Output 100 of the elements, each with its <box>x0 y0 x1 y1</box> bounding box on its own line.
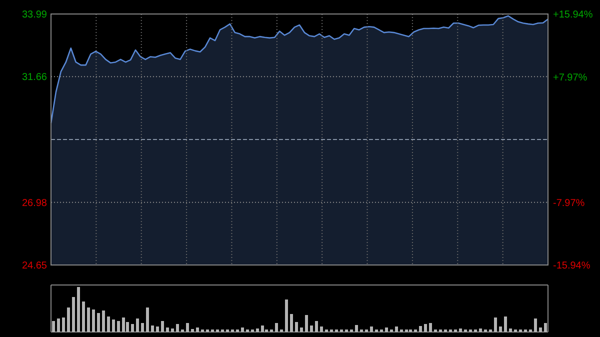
bar <box>251 329 254 332</box>
bar <box>434 329 437 332</box>
bar <box>539 328 542 332</box>
bar <box>161 320 164 332</box>
bar <box>444 329 447 332</box>
bar <box>370 326 373 332</box>
bar <box>494 318 497 332</box>
bar <box>439 329 442 332</box>
bar <box>122 318 125 332</box>
bar <box>57 318 60 332</box>
bar <box>390 329 393 332</box>
y-tick-label: 24.65 <box>22 260 48 272</box>
y-tick-label: 31.66 <box>22 72 48 84</box>
bar <box>131 324 134 332</box>
bar <box>509 328 512 332</box>
bar <box>275 323 278 332</box>
bar <box>325 329 328 332</box>
bar <box>305 314 308 332</box>
bar <box>52 320 55 332</box>
bar <box>146 307 149 332</box>
bar <box>350 329 353 332</box>
bar <box>365 329 368 332</box>
bar <box>499 326 502 332</box>
bar <box>112 319 115 332</box>
bar <box>270 329 273 332</box>
bar <box>360 329 363 332</box>
bar <box>236 329 239 332</box>
bar <box>141 323 144 332</box>
bar <box>295 322 298 332</box>
bar <box>380 329 383 332</box>
bar <box>449 329 452 332</box>
bar <box>400 329 403 332</box>
bar <box>67 307 70 332</box>
bar <box>216 329 219 332</box>
bar <box>504 316 507 332</box>
bar <box>261 325 264 332</box>
bar <box>519 329 522 332</box>
bar <box>484 329 487 332</box>
bar <box>231 329 234 332</box>
bar <box>92 310 95 332</box>
bar <box>221 329 224 332</box>
y2-tick-label: -7.97% <box>553 198 585 209</box>
y-tick-label: 26.98 <box>22 198 48 209</box>
y-tick-label: 33.99 <box>22 10 48 20</box>
bar <box>285 300 288 332</box>
bar <box>226 329 229 332</box>
bar <box>176 324 179 332</box>
bar <box>469 329 472 332</box>
y2-tick-label: +7.97% <box>553 72 588 84</box>
bar <box>211 329 214 332</box>
bar <box>355 324 358 332</box>
bar <box>335 329 338 332</box>
bar <box>72 296 75 332</box>
bar <box>151 325 154 332</box>
bar <box>405 329 408 332</box>
bar <box>479 328 482 332</box>
bar <box>320 326 323 332</box>
bar <box>191 328 194 332</box>
y2-tick-label: -15.94% <box>553 260 590 272</box>
bar <box>87 307 90 332</box>
bar <box>385 328 388 332</box>
bar <box>246 329 249 332</box>
bar <box>186 323 189 332</box>
bar <box>310 325 313 332</box>
bar <box>524 329 527 332</box>
bar <box>514 329 517 332</box>
bar <box>375 329 378 332</box>
bar <box>280 329 283 332</box>
bar <box>315 320 318 332</box>
bar <box>102 310 105 332</box>
bar <box>345 329 348 332</box>
bar <box>171 328 174 332</box>
bar <box>534 318 537 332</box>
bar <box>395 326 398 332</box>
bar <box>474 329 477 332</box>
bar <box>544 323 547 332</box>
bar <box>166 328 169 332</box>
bar <box>265 329 268 332</box>
bar <box>256 328 259 332</box>
bar <box>454 329 457 332</box>
bar <box>340 329 343 332</box>
bar <box>241 328 244 332</box>
bar <box>464 329 467 332</box>
bar <box>107 316 110 332</box>
bar <box>459 328 462 332</box>
bar <box>429 323 432 332</box>
bar <box>117 320 120 332</box>
bar <box>62 318 65 332</box>
bar <box>77 287 80 332</box>
bar <box>330 329 333 332</box>
bar <box>409 329 412 332</box>
bar <box>156 326 159 332</box>
bar <box>300 328 303 332</box>
bar <box>419 326 422 332</box>
bar <box>97 313 100 332</box>
bar <box>529 329 532 332</box>
bar <box>424 324 427 332</box>
bar <box>201 329 204 332</box>
bar <box>196 328 199 332</box>
y2-tick-label: +15.94% <box>553 10 593 20</box>
